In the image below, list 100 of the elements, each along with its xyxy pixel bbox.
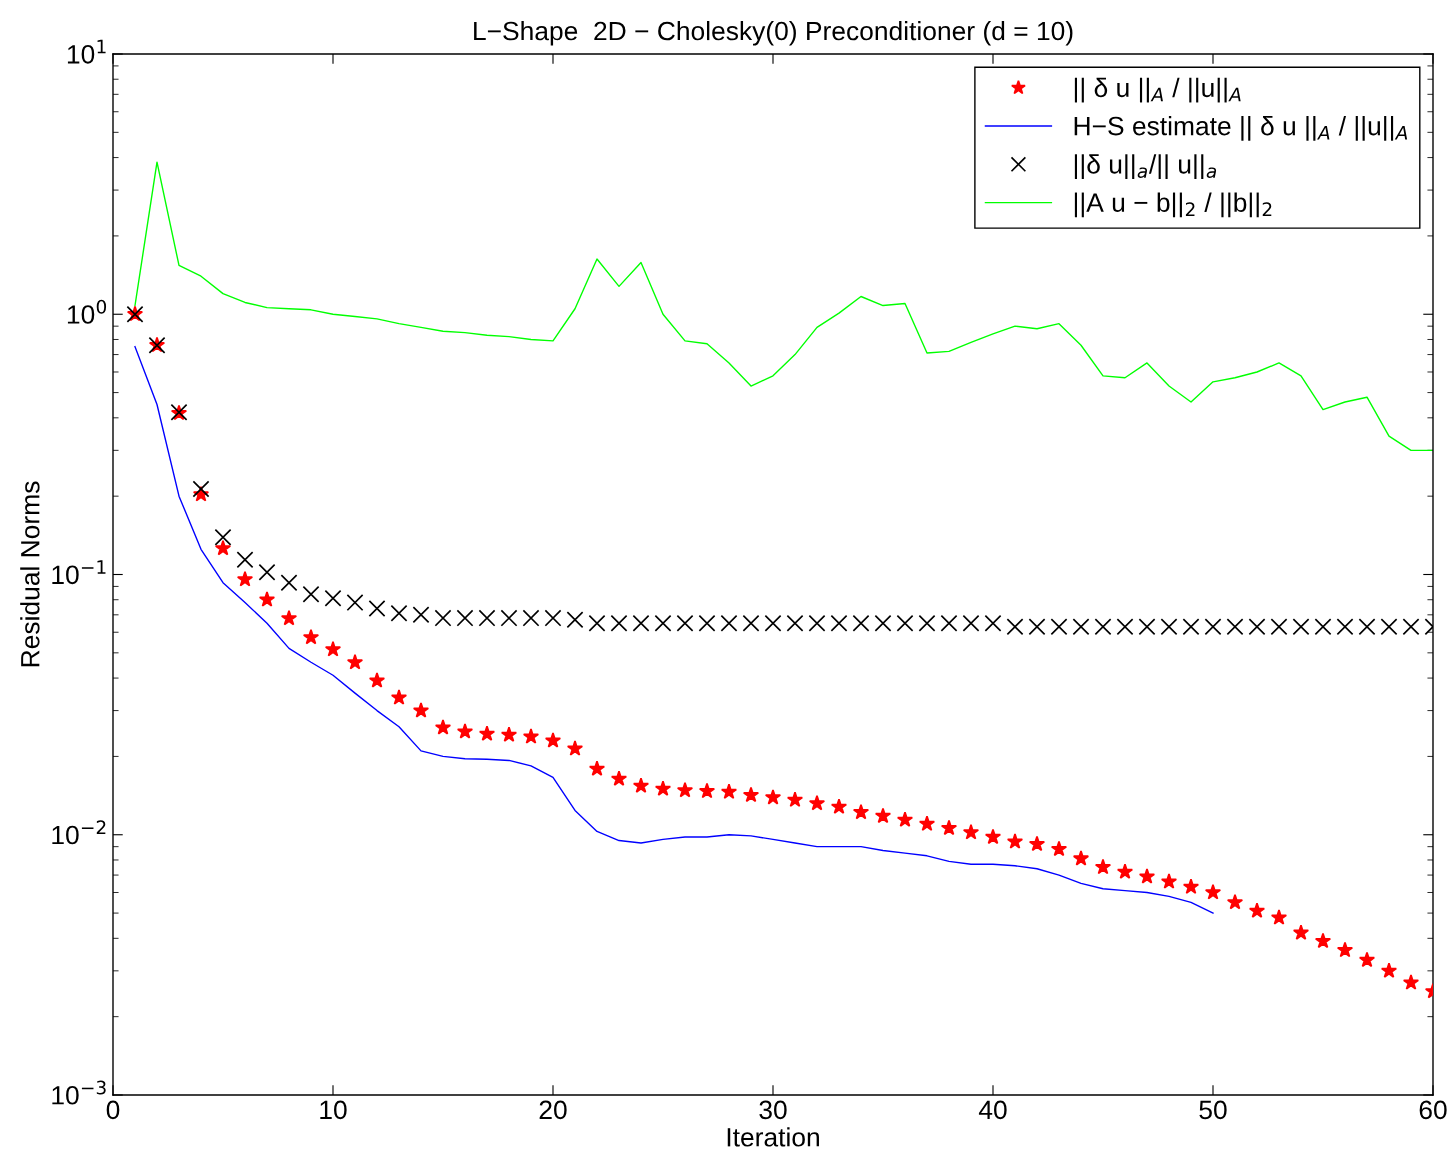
x-axis-title: Iteration — [727, 1127, 819, 1147]
point — [324, 589, 342, 607]
point — [390, 604, 408, 622]
point — [192, 480, 210, 498]
point — [368, 600, 386, 618]
point — [918, 815, 936, 831]
line-series — [134, 346, 1214, 914]
point — [456, 723, 474, 739]
point — [720, 614, 738, 632]
point — [324, 641, 342, 657]
point — [1094, 858, 1112, 875]
point — [544, 732, 562, 748]
point — [412, 606, 430, 624]
point — [1402, 618, 1420, 636]
point — [588, 760, 606, 776]
point — [302, 585, 320, 603]
point — [786, 614, 804, 632]
y-axis-title: Residual Norms — [20, 481, 40, 667]
point — [1358, 618, 1376, 636]
y-tick-label: 10$^{−1}$ — [52, 560, 106, 585]
point — [1160, 618, 1178, 636]
legend-label: ||A u − b||$_{2}$ / ||b||$_{2}$ — [1074, 192, 1272, 218]
point — [456, 609, 474, 627]
point — [1050, 840, 1068, 857]
point — [236, 570, 254, 587]
point — [984, 614, 1002, 632]
point — [1248, 902, 1266, 918]
point — [1270, 909, 1288, 925]
point — [1138, 618, 1156, 636]
point — [1336, 941, 1354, 958]
point — [1292, 924, 1310, 940]
point — [236, 551, 254, 569]
point — [1336, 618, 1354, 636]
point — [1160, 873, 1178, 889]
point — [742, 614, 760, 632]
y-tick-label: 10$^{−2}$ — [52, 820, 106, 845]
point — [1204, 618, 1222, 636]
point — [764, 614, 782, 632]
y-tick-label: 10$^{−3}$ — [52, 1080, 106, 1105]
point — [874, 614, 892, 632]
point — [610, 770, 628, 786]
point — [852, 803, 870, 820]
point — [1006, 833, 1024, 849]
point — [610, 614, 628, 632]
point — [1226, 893, 1244, 910]
point — [1380, 618, 1398, 636]
point — [522, 728, 540, 744]
point — [280, 609, 298, 626]
point — [1028, 835, 1046, 852]
point — [346, 594, 364, 612]
point — [302, 628, 320, 645]
legend-label: H−S estimate || δ u ||$_{A}$ / ||u||$_{A}$ — [1074, 116, 1408, 141]
point — [1204, 884, 1222, 900]
point — [984, 828, 1002, 845]
x-tick-label: 0 — [106, 1100, 120, 1120]
point — [522, 609, 540, 627]
point — [588, 614, 606, 632]
point — [962, 824, 980, 840]
point — [258, 563, 276, 581]
point — [434, 609, 452, 627]
point — [368, 672, 386, 688]
point — [214, 528, 232, 546]
point — [720, 783, 738, 799]
point — [852, 614, 870, 632]
point — [764, 789, 782, 805]
y-tick-label: 10$^{1}$ — [67, 39, 106, 64]
point — [1248, 618, 1266, 636]
legend-label: || δ u ||$_{A}$ / ||u||$_{A}$ — [1074, 77, 1241, 103]
point — [566, 740, 584, 756]
point — [698, 782, 716, 799]
point — [280, 574, 298, 592]
point — [830, 798, 848, 814]
point — [742, 786, 760, 803]
point — [1072, 618, 1090, 636]
point — [258, 591, 276, 607]
point — [500, 609, 518, 627]
point — [1270, 618, 1288, 636]
point — [500, 726, 518, 742]
point — [346, 654, 364, 670]
point — [632, 614, 650, 632]
point — [412, 702, 430, 718]
point — [1050, 618, 1068, 636]
point — [808, 614, 826, 632]
point — [808, 794, 826, 811]
point — [632, 777, 650, 793]
point — [940, 819, 958, 836]
point — [830, 614, 848, 632]
point — [1226, 618, 1244, 636]
point — [214, 539, 232, 556]
point — [1072, 850, 1090, 866]
x-tick-label: 40 — [978, 1100, 1007, 1120]
point — [1358, 951, 1376, 968]
point — [654, 780, 672, 796]
point — [544, 609, 562, 627]
point — [478, 725, 496, 741]
point — [676, 781, 694, 798]
point — [390, 689, 408, 705]
point — [1116, 618, 1134, 636]
point — [1028, 618, 1046, 636]
point — [1314, 618, 1332, 636]
